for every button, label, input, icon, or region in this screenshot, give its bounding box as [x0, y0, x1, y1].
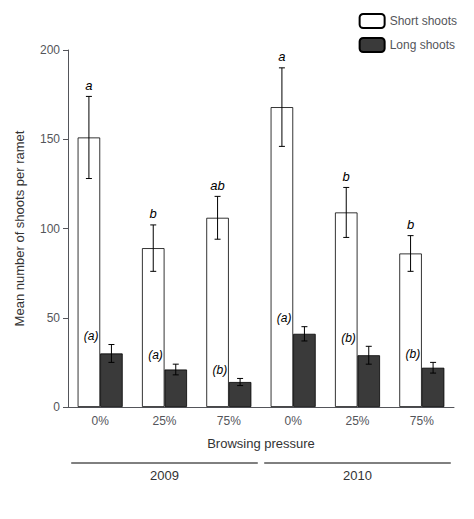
svg-text:a: a	[85, 78, 92, 93]
svg-text:Browsing pressure: Browsing pressure	[207, 436, 315, 451]
svg-text:25%: 25%	[152, 414, 176, 428]
svg-text:150: 150	[40, 132, 60, 146]
svg-text:0%: 0%	[284, 414, 302, 428]
svg-text:200: 200	[40, 43, 60, 57]
svg-text:(b): (b)	[212, 363, 227, 377]
svg-text:ab: ab	[210, 178, 224, 193]
svg-text:b: b	[150, 206, 157, 221]
svg-text:2010: 2010	[343, 468, 372, 483]
svg-text:Mean number of shoots per rame: Mean number of shoots per ramet	[12, 130, 27, 326]
svg-text:b: b	[343, 169, 350, 184]
svg-text:(b): (b)	[405, 347, 420, 361]
svg-text:100: 100	[40, 222, 60, 236]
svg-text:Short shoots: Short shoots	[390, 14, 457, 28]
svg-text:75%: 75%	[410, 414, 434, 428]
svg-text:25%: 25%	[345, 414, 369, 428]
svg-text:Long shoots: Long shoots	[390, 38, 455, 52]
svg-text:(a): (a)	[84, 329, 99, 343]
svg-text:a: a	[278, 49, 285, 64]
svg-text:0%: 0%	[91, 414, 109, 428]
svg-text:0: 0	[53, 400, 60, 414]
svg-text:b: b	[407, 217, 414, 232]
svg-text:(a): (a)	[277, 311, 292, 325]
svg-text:(a): (a)	[148, 348, 163, 362]
svg-text:(b): (b)	[341, 331, 356, 345]
svg-text:50: 50	[47, 311, 61, 325]
svg-text:2009: 2009	[150, 468, 179, 483]
svg-text:75%: 75%	[217, 414, 241, 428]
